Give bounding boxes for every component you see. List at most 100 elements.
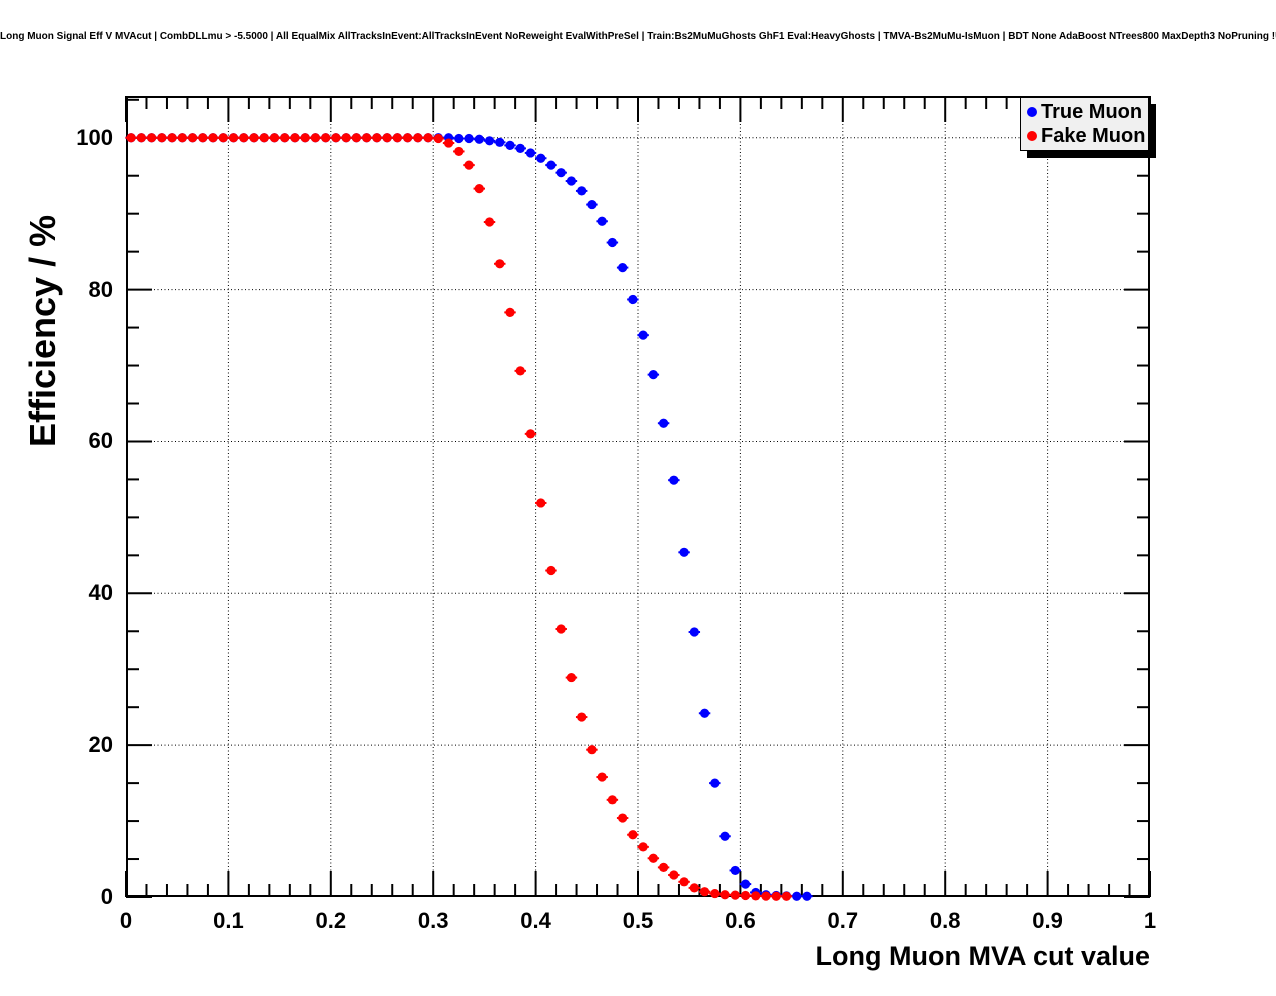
data-point	[269, 133, 280, 143]
data-point	[126, 133, 136, 143]
data-point	[638, 842, 648, 852]
data-point	[187, 133, 198, 143]
legend-label: True Muon	[1041, 101, 1143, 123]
data-point	[218, 133, 228, 143]
data-point	[730, 865, 740, 876]
data-point	[464, 133, 474, 144]
data-point	[484, 136, 495, 146]
legend-marker-icon	[1027, 131, 1037, 141]
data-point	[259, 133, 269, 143]
data-point	[423, 133, 433, 143]
x-tick-label: 0.5	[622, 908, 654, 933]
data-point	[290, 133, 300, 143]
data-point	[792, 891, 802, 901]
x-tick-label: 0.6	[725, 908, 756, 933]
data-point	[310, 133, 321, 143]
legend-entry: Fake Muon	[1021, 124, 1148, 148]
y-tick-label: 80	[88, 276, 113, 302]
data-point	[177, 133, 187, 143]
x-tick-label: 0.7	[827, 908, 859, 933]
data-point	[136, 133, 146, 143]
data-point	[638, 330, 648, 340]
data-point	[157, 133, 167, 143]
legend-entry: True Muon	[1021, 100, 1148, 124]
data-point	[761, 891, 771, 901]
data-point	[689, 627, 699, 637]
data-point	[351, 133, 361, 143]
data-point	[587, 199, 597, 210]
data-point	[710, 778, 720, 788]
data-point	[720, 890, 730, 900]
x-axis-title: Long Muon MVA cut value	[815, 941, 1150, 971]
data-point	[607, 795, 617, 805]
x-tick-label: 1	[1143, 908, 1157, 933]
x-tick-label: 0	[119, 908, 133, 933]
data-point	[669, 475, 679, 485]
data-point	[628, 830, 638, 840]
data-point	[771, 891, 781, 901]
data-point	[505, 140, 515, 150]
data-point	[341, 133, 351, 143]
data-point	[740, 879, 751, 889]
data-point	[802, 891, 812, 901]
data-point	[546, 565, 556, 576]
data-point	[587, 745, 597, 755]
frame-border	[126, 96, 1150, 897]
data-point	[556, 624, 566, 634]
data-point	[484, 217, 495, 227]
data-point	[515, 366, 525, 376]
data-point	[669, 870, 679, 880]
data-point	[525, 148, 536, 158]
data-point	[628, 294, 638, 305]
data-point	[751, 891, 761, 901]
data-point	[648, 853, 658, 863]
data-point	[454, 146, 464, 157]
y-tick-label: 0	[100, 884, 113, 909]
data-point	[474, 134, 484, 144]
data-point	[577, 712, 587, 722]
data-point	[167, 133, 177, 143]
data-point	[566, 176, 577, 186]
data-point	[464, 160, 474, 170]
data-point	[495, 259, 505, 269]
data-point	[525, 429, 536, 439]
data-point	[679, 877, 689, 887]
data-point	[597, 216, 607, 226]
data-point	[648, 370, 658, 380]
legend: True Muon Fake Muon	[1020, 97, 1149, 151]
data-point	[607, 237, 617, 248]
data-point	[536, 153, 546, 163]
x-tick-label: 0.8	[929, 908, 961, 933]
data-point	[505, 307, 515, 317]
y-axis-title: Efficiency / %	[22, 214, 63, 447]
data-point	[536, 498, 546, 508]
data-point	[710, 888, 720, 899]
data-point	[228, 133, 239, 143]
data-point	[515, 143, 525, 153]
data-point	[689, 883, 699, 893]
data-point	[659, 418, 669, 428]
x-tick-label: 0.9	[1032, 908, 1063, 933]
plot-title: Long Muon Signal Eff V MVAcut | CombDLLm…	[0, 31, 1276, 42]
data-point	[198, 133, 208, 143]
data-point	[433, 133, 443, 144]
data-point	[556, 168, 566, 178]
data-point	[300, 133, 310, 143]
data-point	[679, 547, 689, 557]
data-point	[321, 133, 331, 143]
data-point	[331, 133, 341, 143]
data-point	[239, 133, 249, 143]
data-point	[781, 891, 792, 901]
data-point	[597, 772, 607, 782]
data-point	[249, 133, 259, 143]
y-tick-label: 20	[88, 732, 113, 758]
legend-marker-icon	[1027, 107, 1037, 117]
data-point	[618, 262, 628, 273]
data-point	[740, 890, 751, 901]
data-point	[577, 186, 587, 196]
data-point	[382, 133, 392, 143]
data-point	[454, 133, 464, 144]
data-point	[566, 672, 577, 683]
plot-area	[125, 96, 1151, 901]
